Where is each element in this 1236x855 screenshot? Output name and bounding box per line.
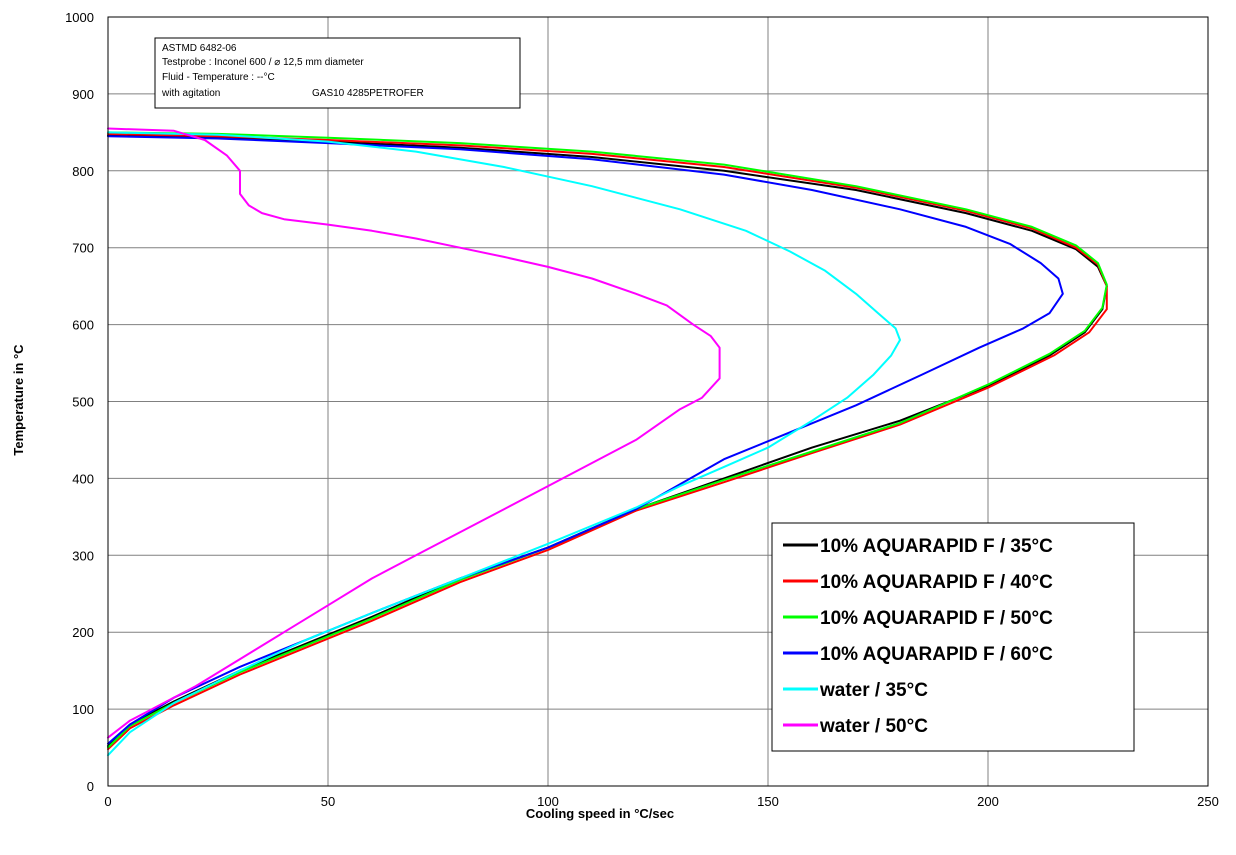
legend-label: water / 50°C <box>819 716 928 737</box>
x-tick-label: 150 <box>757 794 779 809</box>
x-tick-label: 250 <box>1197 794 1219 809</box>
info-line-1: ASTMD 6482-06 <box>162 43 237 54</box>
info-line-3: Fluid - Temperature : --°C <box>162 72 275 83</box>
legend-label: 10% AQUARAPID F / 40°C <box>820 572 1053 593</box>
y-tick-label: 800 <box>72 164 94 179</box>
x-tick-label: 200 <box>977 794 999 809</box>
x-tick-label: 50 <box>321 794 335 809</box>
x-tick-label: 100 <box>537 794 559 809</box>
y-tick-label: 700 <box>72 241 94 256</box>
series-line <box>107 131 1108 749</box>
y-axis-title: Temperature in °C <box>11 344 26 456</box>
x-axis-ticks: 0 50 100 150 200 250 <box>104 794 1218 809</box>
legend-label: 10% AQUARAPID F / 50°C <box>820 608 1053 629</box>
info-ref: GAS10 4285PETROFER <box>312 88 424 99</box>
y-tick-label: 200 <box>72 625 94 640</box>
info-box: ASTMD 6482-06 Testprobe : Inconel 600 / … <box>154 37 521 109</box>
y-axis-ticks: 0 100 200 300 400 500 600 700 800 900 1000 <box>65 10 94 794</box>
y-tick-label: 1000 <box>65 10 94 25</box>
x-tick-label: 0 <box>104 794 111 809</box>
legend-label: 10% AQUARAPID F / 35°C <box>820 536 1053 557</box>
y-tick-label: 0 <box>87 779 94 794</box>
x-axis-title: Cooling speed in °C/sec <box>526 806 674 821</box>
series-line <box>107 127 721 739</box>
info-line-2: Testprobe : Inconel 600 / ⌀ 12,5 mm diam… <box>162 57 364 68</box>
series-line <box>107 134 1108 747</box>
series-lines <box>107 127 1108 757</box>
series-line <box>107 131 901 757</box>
series-line <box>107 132 1108 751</box>
plot-area-frame <box>107 16 1209 787</box>
y-tick-label: 600 <box>72 318 94 333</box>
y-tick-label: 400 <box>72 471 94 486</box>
info-line-4: with agitation <box>161 88 220 99</box>
y-tick-label: 300 <box>72 548 94 563</box>
y-tick-label: 100 <box>72 702 94 717</box>
y-tick-label: 500 <box>72 395 94 410</box>
legend-label: 10% AQUARAPID F / 60°C <box>820 644 1053 665</box>
y-tick-label: 900 <box>72 87 94 102</box>
legend-label: water / 35°C <box>819 680 928 701</box>
legend: 10% AQUARAPID F / 35°C 10% AQUARAPID F / … <box>771 522 1135 752</box>
